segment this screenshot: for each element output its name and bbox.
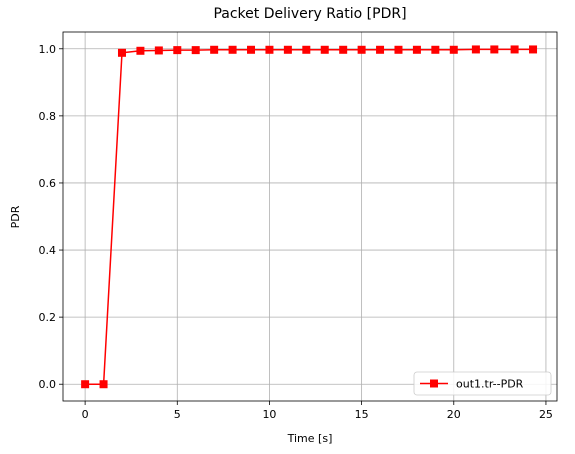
data-point-0-9 (247, 45, 256, 54)
legend: out1.tr--PDR (413, 371, 552, 396)
x-tick-label-5: 25 (539, 408, 553, 421)
data-point-0-13 (320, 45, 329, 54)
axes: 0 5 10 15 20 25 0.0 0.2 0.4 0.6 0.8 1.0 (39, 31, 558, 421)
x-tick-label-1: 5 (174, 408, 181, 421)
data-point-0-0 (81, 380, 90, 389)
data-point-0-18 (412, 45, 421, 54)
x-tick-label-3: 15 (355, 408, 369, 421)
data-point-0-24 (529, 45, 538, 54)
data-point-0-14 (339, 45, 348, 54)
data-point-0-1 (99, 380, 108, 389)
data-point-0-8 (228, 45, 237, 54)
legend-marker (430, 379, 438, 388)
data-point-0-16 (376, 45, 385, 54)
data-point-0-11 (283, 45, 292, 54)
data-point-0-15 (357, 45, 366, 54)
chart-title: Packet Delivery Ratio [PDR] (213, 6, 406, 22)
y-axis-label: PDR (9, 205, 22, 228)
y-tick-label-4: 0.8 (39, 110, 57, 123)
data-point-0-7 (210, 45, 219, 54)
data-point-0-2 (117, 48, 126, 57)
x-axis-label: Time [s] (287, 432, 333, 445)
y-tick-label-5: 1.0 (39, 43, 57, 56)
data-point-0-19 (431, 45, 440, 54)
series-line-0 (85, 48, 533, 385)
data-point-0-6 (191, 46, 200, 55)
data-point-0-22 (490, 45, 499, 54)
data-point-0-17 (394, 45, 403, 54)
y-tick-label-0: 0.0 (39, 378, 57, 391)
data-point-0-5 (173, 46, 182, 55)
data-point-0-23 (510, 45, 519, 54)
y-tick-label-1: 0.2 (39, 311, 57, 324)
series (81, 45, 538, 389)
y-tick-label-3: 0.6 (39, 177, 57, 190)
data-point-0-12 (302, 45, 311, 54)
legend-box (413, 371, 552, 396)
x-tick-label-2: 10 (262, 408, 276, 421)
plot-frame (62, 31, 558, 402)
x-tick-label-0: 0 (82, 408, 89, 421)
grid (63, 32, 557, 401)
data-point-0-20 (449, 45, 458, 54)
legend-label: out1.tr--PDR (456, 378, 524, 391)
x-tick-label-4: 20 (447, 408, 461, 421)
data-point-0-10 (265, 45, 274, 54)
y-tick-label-2: 0.4 (39, 244, 57, 257)
data-point-0-21 (471, 45, 480, 54)
data-point-0-3 (136, 46, 145, 55)
data-point-0-4 (154, 46, 163, 55)
